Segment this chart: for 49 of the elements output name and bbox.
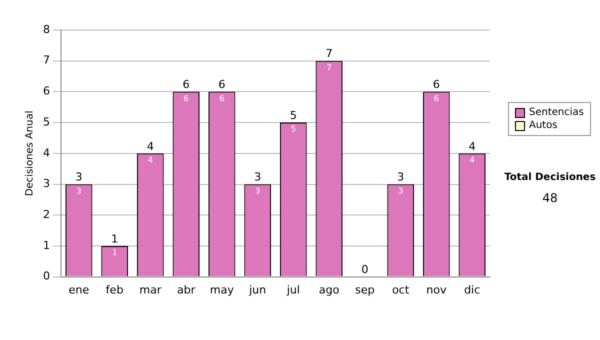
total-label: 6	[218, 78, 226, 92]
total-label: 4	[146, 140, 154, 153]
text: Total Decisiones	[503, 172, 597, 183]
y-tick-label: 1	[43, 238, 50, 252]
legend-label: Autos	[529, 119, 558, 132]
x-tick-label: ago	[318, 283, 340, 296]
data-label: 6	[434, 94, 439, 103]
y-tick-label: 2	[43, 208, 50, 221]
x-tick-label: feb	[106, 283, 124, 296]
y-tick-label: 5	[43, 115, 50, 128]
total-label: 5	[290, 108, 297, 122]
y-tick-label: 0	[43, 270, 50, 283]
x-tick-label: dic	[464, 283, 480, 296]
y-axis-title: Decisiones Anual	[24, 110, 36, 196]
total-label: 7	[326, 47, 333, 60]
data-label: 3	[398, 186, 404, 196]
total-label: 1	[111, 232, 118, 246]
data-label: 1	[112, 248, 118, 258]
x-tick-label: nov	[426, 283, 447, 296]
y-tick-label: 8	[43, 22, 50, 36]
y-tick-label: 6	[43, 84, 50, 98]
x-tick-label: oct	[392, 283, 410, 296]
data-label: 5	[290, 124, 296, 134]
y-tick-label: 7	[43, 54, 50, 67]
x-tick-label: jul	[286, 283, 300, 296]
text: 48	[541, 191, 559, 205]
total-label: 6	[182, 78, 190, 92]
data-label: 3	[255, 186, 260, 196]
total-label: 3	[75, 170, 82, 184]
data-label: 6	[219, 94, 224, 103]
data-label: 4	[148, 155, 153, 164]
data-label: 4	[470, 155, 475, 164]
data-label: 3	[76, 186, 82, 196]
x-tick-label: abr	[177, 283, 196, 296]
y-tick-label: 4	[43, 146, 50, 160]
total-label: 0	[361, 263, 368, 276]
y-tick-label: 3	[43, 177, 50, 190]
total-label: 3	[254, 170, 262, 184]
total-label: 6	[432, 78, 440, 92]
data-label: 7	[326, 62, 332, 72]
x-tick-label: jun	[248, 283, 266, 296]
x-tick-label: sep	[355, 283, 375, 296]
data-label: 6	[184, 94, 189, 103]
x-tick-label: may	[210, 283, 234, 296]
total-label: 4	[468, 140, 476, 153]
legend-label: Sentencias	[529, 106, 584, 119]
total-label: 3	[397, 170, 404, 184]
x-tick-label: mar	[139, 283, 162, 296]
x-tick-label: ene	[68, 283, 90, 296]
